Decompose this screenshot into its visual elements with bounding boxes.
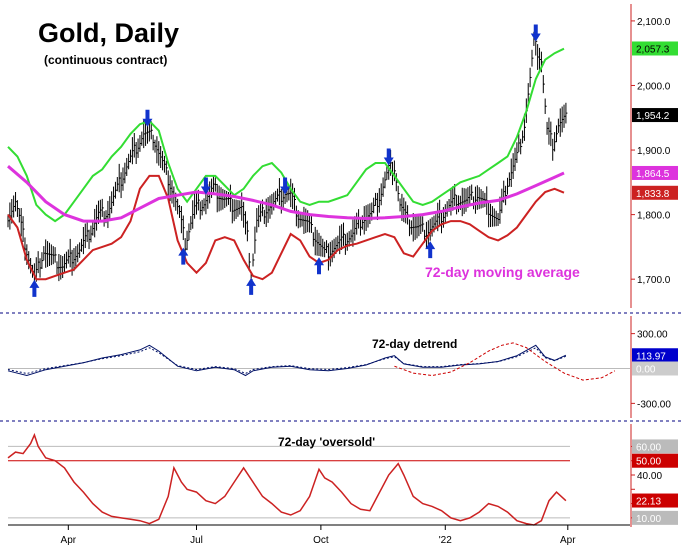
- oscillator-10-badge-bg: [632, 510, 678, 525]
- oscillator-value-badge-bg: [632, 493, 678, 508]
- detrend-title: 72-day detrend: [372, 337, 457, 351]
- price-value-badge-bg: [632, 185, 678, 200]
- price-value-badge-bg: [632, 165, 678, 180]
- price-value-badge-bg: [632, 41, 678, 56]
- x-axis-label: Apr: [61, 535, 77, 546]
- oscillator-line: [7, 432, 567, 526]
- chart-title: Gold, Daily: [38, 18, 180, 48]
- down-arrow-icon: [280, 177, 291, 195]
- detrend-axis-label: 300.00: [637, 330, 668, 341]
- price-axis-label: 2,100.0: [637, 17, 671, 28]
- x-axis-label: Oct: [313, 535, 329, 546]
- detrend-zero-badge-bg: [632, 361, 678, 376]
- oscillator-10-badge: 10.00: [636, 514, 661, 525]
- oscillator-title: 72-day 'oversold': [278, 435, 375, 449]
- up-arrow-icon: [246, 277, 257, 295]
- up-arrow-icon: [178, 247, 189, 265]
- detrend-smooth-line: [7, 347, 567, 375]
- price-axis-label: 2,000.0: [637, 81, 671, 92]
- oscillator-50-badge-bg: [632, 453, 678, 468]
- detrend-value-badge: 113.97: [636, 351, 666, 362]
- moving-average-line: [7, 165, 565, 223]
- detrend-value-badge-bg: [632, 348, 678, 363]
- down-arrow-icon: [200, 177, 211, 195]
- oscillator-60-badge-bg: [632, 439, 678, 454]
- price-axis-label: 1,700.0: [637, 275, 671, 286]
- down-arrow-icon: [383, 148, 394, 166]
- down-arrow-icon: [142, 109, 153, 127]
- oscillator-axis-label: 40.00: [637, 471, 662, 482]
- price-value-badge-bg: [632, 108, 678, 123]
- moving-average-annotation: 72-day moving average: [425, 264, 580, 280]
- up-arrow-icon: [425, 241, 436, 259]
- up-arrow-icon: [314, 257, 324, 275]
- down-arrow-icon: [530, 24, 541, 42]
- price-value-badge: 1,954.2: [636, 111, 670, 122]
- x-axis-label: Apr: [560, 535, 576, 546]
- detrend-axis-label: -300.00: [637, 399, 671, 410]
- chart-subtitle: (continuous contract): [44, 53, 168, 67]
- up-arrow-icon: [29, 279, 40, 297]
- oscillator-value-badge: 22.13: [636, 497, 661, 508]
- detrend-projection-line: [394, 342, 616, 381]
- x-axis-label: Jul: [190, 535, 203, 546]
- price-axis-label: 1,800.0: [637, 211, 671, 222]
- price-axis-label: 1,900.0: [637, 146, 671, 157]
- lower-band-line: [7, 174, 565, 281]
- oscillator-50-badge: 50.00: [636, 457, 661, 468]
- price-value-badge: 2,057.3: [636, 44, 670, 55]
- price-value-badge: 1,833.8: [636, 189, 670, 200]
- detrend-zero-badge: 0.00: [636, 365, 656, 376]
- x-axis-label: '22: [439, 535, 452, 546]
- oscillator-60-badge: 60.00: [636, 442, 661, 453]
- price-value-badge: 1,864.5: [636, 169, 670, 180]
